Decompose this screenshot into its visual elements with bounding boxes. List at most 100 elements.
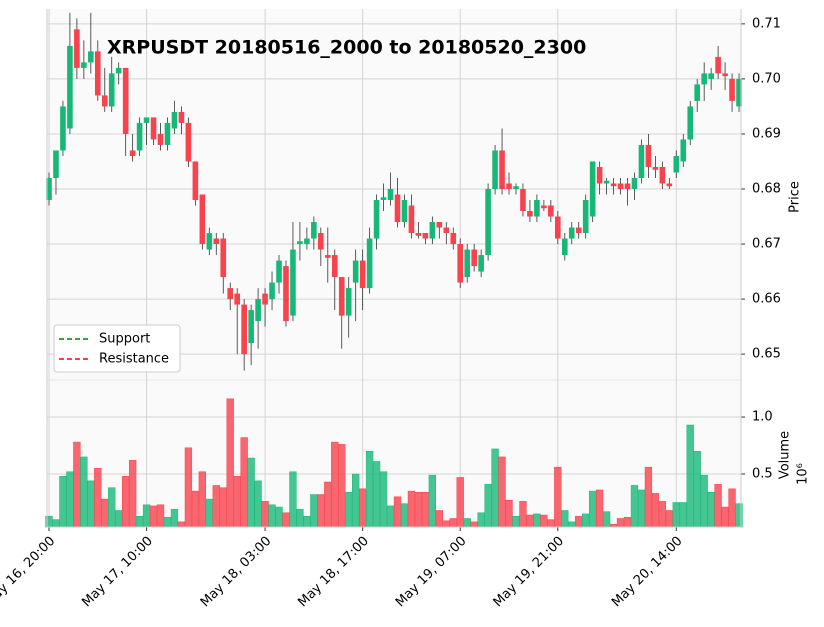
candle-body <box>60 106 66 151</box>
volume-bar <box>331 441 339 528</box>
volume-bar <box>115 510 123 528</box>
candle-body <box>53 150 59 178</box>
candle-body <box>541 205 547 209</box>
volume-bar <box>156 504 165 528</box>
candle-body <box>262 293 268 305</box>
candle-body <box>311 222 317 239</box>
candle-body <box>610 183 617 187</box>
volume-bar <box>122 476 130 528</box>
candle-body <box>596 166 603 184</box>
candle-body <box>736 78 742 107</box>
price-panel <box>47 9 741 380</box>
volume-bar <box>359 488 367 528</box>
candle-body <box>373 200 380 239</box>
candle-body <box>422 233 429 239</box>
volume-bar <box>352 473 360 528</box>
candle-body <box>345 288 352 316</box>
candle-body <box>561 238 568 256</box>
volume-bar <box>414 491 423 528</box>
candle-body <box>457 244 464 283</box>
volume-bar <box>582 513 590 528</box>
candle-body <box>283 266 289 322</box>
candle-body <box>568 227 575 239</box>
candle-body <box>506 183 512 189</box>
volume-bar <box>484 484 492 528</box>
candle-body <box>136 122 143 151</box>
candle-body <box>450 233 457 245</box>
candle-body <box>248 310 254 344</box>
candle-body <box>199 194 206 245</box>
legend-label: Resistance <box>99 352 169 367</box>
volume-bar <box>526 514 534 528</box>
candle-body <box>380 197 387 201</box>
candle-body <box>548 205 554 217</box>
volume-bar <box>498 456 506 528</box>
candle-body <box>729 78 735 101</box>
candle-body <box>645 144 652 167</box>
volume-bar <box>442 520 450 528</box>
candle-body <box>708 73 714 79</box>
volume-bar <box>707 491 715 528</box>
candle-body <box>499 150 505 189</box>
candle-body <box>659 166 666 184</box>
candle-body <box>122 67 129 134</box>
volume-bar <box>275 506 283 528</box>
candle-body <box>241 304 247 355</box>
volume-bar <box>163 517 172 528</box>
candle-body <box>582 200 589 234</box>
volume-bar <box>595 489 604 528</box>
candle-body <box>227 288 234 300</box>
volume-bar <box>554 466 562 528</box>
volume-bar <box>658 501 667 528</box>
candle-body <box>192 161 199 201</box>
volume-bar <box>372 461 381 528</box>
volume-bar <box>324 481 332 528</box>
chart-title: XRPUSDT 20180516_2000 to 20180520_2300 <box>107 37 586 59</box>
volume-bar <box>686 424 694 528</box>
volume-bar <box>261 501 269 528</box>
candle-body <box>359 260 366 289</box>
candle-body <box>171 111 178 129</box>
candle-body <box>213 238 220 245</box>
y-tick-label: 0.66 <box>752 292 781 307</box>
x-tick-label: May 20, 14:00 <box>609 534 686 611</box>
candle-body <box>150 117 157 140</box>
volume-bar <box>575 515 583 528</box>
candle-body <box>297 241 303 245</box>
volume-bar <box>66 471 74 528</box>
volume-bar <box>247 457 255 528</box>
candle-body <box>46 177 52 201</box>
candle-body <box>527 211 533 217</box>
volume-bar <box>101 498 109 528</box>
legend <box>53 324 181 373</box>
candle-body <box>157 133 164 145</box>
volume-bar <box>170 509 179 528</box>
candle-body <box>101 95 108 107</box>
volume-bar <box>435 510 443 528</box>
volume-bar <box>519 501 527 528</box>
volume-bar <box>589 490 597 528</box>
volume-bar <box>379 471 388 528</box>
candle-body <box>206 233 213 250</box>
volume-bar <box>345 491 353 528</box>
volume-bar <box>533 513 541 528</box>
volume-tick-label: 0.5 <box>752 467 773 482</box>
candle-body <box>164 122 171 145</box>
candle-body <box>694 84 701 101</box>
candle-body <box>129 150 136 156</box>
candle-body <box>387 188 394 201</box>
candle-body <box>304 238 310 245</box>
volume-bar <box>637 489 646 528</box>
candle-body <box>115 67 122 74</box>
candle-body <box>269 282 275 300</box>
volume-tick-label: 1.0 <box>752 410 773 425</box>
x-tick-label: May 18, 03:00 <box>198 534 275 611</box>
volume-bar <box>296 509 304 528</box>
volume-bar <box>407 490 416 528</box>
candle-body <box>67 45 73 129</box>
volume-bar <box>94 468 102 528</box>
volume-bar <box>226 398 234 528</box>
x-tick-label: May 18, 17:00 <box>295 534 372 611</box>
volume-bar <box>365 450 374 528</box>
